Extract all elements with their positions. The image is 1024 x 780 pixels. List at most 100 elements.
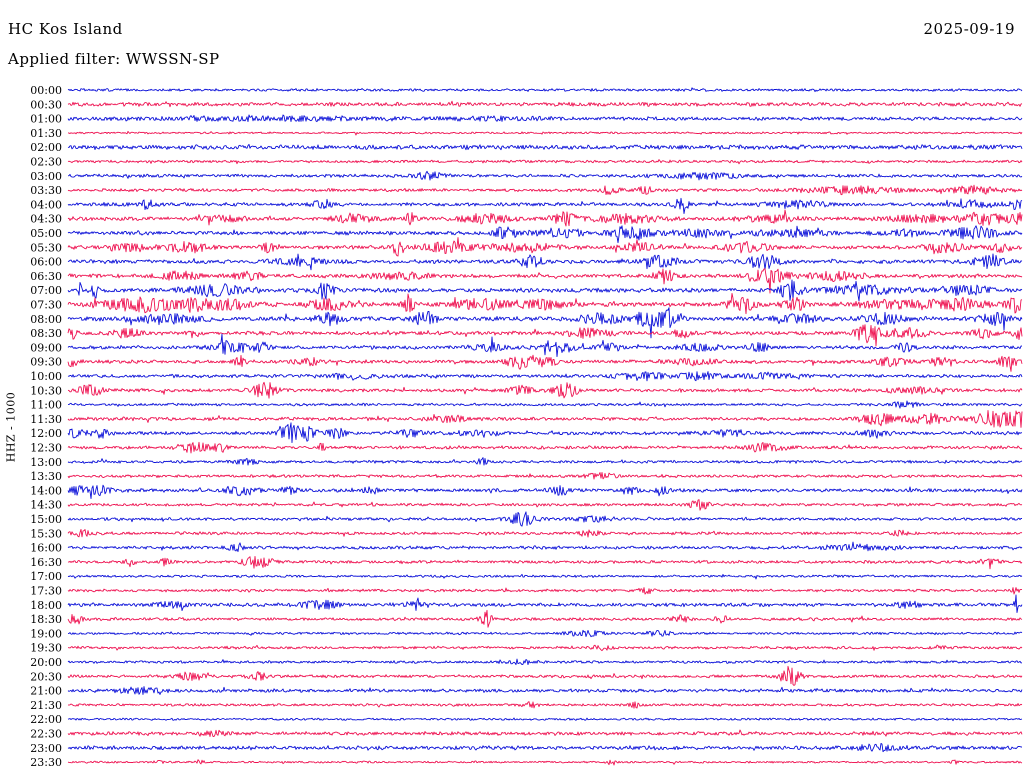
time-label: 08:30: [30, 327, 62, 340]
time-label: 20:00: [30, 656, 62, 669]
time-label: 03:30: [30, 184, 62, 197]
time-label: 21:00: [30, 685, 62, 698]
time-label: 16:00: [30, 542, 62, 555]
trace-row: [67, 729, 1023, 737]
time-label: 15:30: [30, 527, 62, 540]
trace-row: [67, 701, 1023, 709]
trace-row: [67, 410, 1023, 428]
trace-row: [67, 268, 1023, 294]
time-label: 11:30: [30, 413, 62, 426]
time-label: 01:30: [30, 127, 62, 140]
trace-row: [67, 170, 1023, 181]
time-label: 20:30: [30, 670, 62, 683]
trace-row: [67, 209, 1023, 227]
trace-row: [67, 100, 1023, 108]
date-label: 2025-09-19: [923, 20, 1015, 38]
time-label: 17:30: [30, 585, 62, 598]
trace-row: [67, 686, 1023, 695]
time-label: 13:00: [30, 456, 62, 469]
trace-row: [67, 307, 1023, 339]
time-label: 12:00: [30, 427, 62, 440]
time-label: 14:30: [30, 499, 62, 512]
trace-row: [67, 665, 1023, 686]
trace-row: [67, 225, 1023, 244]
time-label: 04:30: [30, 213, 62, 226]
time-label: 05:30: [30, 241, 62, 254]
time-label: 05:00: [30, 227, 62, 240]
time-label: 13:30: [30, 470, 62, 483]
filter-label: Applied filter: WWSSN-SP: [8, 50, 220, 68]
time-label: 15:00: [30, 513, 62, 526]
trace-row: [67, 759, 1023, 766]
time-label: 03:00: [30, 170, 62, 183]
time-label: 21:30: [30, 699, 62, 712]
trace-row: [68, 629, 1023, 638]
time-label: 16:30: [30, 556, 62, 569]
time-label: 00:30: [30, 98, 62, 111]
trace-row: [67, 472, 1023, 480]
trace-row: [67, 197, 1023, 215]
time-label: 07:30: [30, 299, 62, 312]
trace-row: [67, 293, 1023, 315]
trace-row: [67, 717, 1023, 722]
time-label: 18:30: [30, 613, 62, 626]
time-label: 19:00: [30, 627, 62, 640]
trace-row: [67, 87, 1023, 93]
trace-row: [67, 253, 1023, 271]
time-label: 10:30: [30, 384, 62, 397]
time-label: 22:30: [30, 728, 62, 741]
time-label: 11:00: [30, 399, 62, 412]
trace-row: [67, 354, 1023, 372]
trace-row: [67, 324, 1023, 347]
time-label: 14:00: [30, 484, 62, 497]
trace-row: [67, 371, 1023, 382]
trace-row: [67, 742, 1022, 753]
time-label: 02:00: [30, 141, 62, 154]
trace-row: [67, 441, 1023, 454]
time-label: 07:00: [30, 284, 62, 297]
trace-row: [67, 114, 1023, 123]
time-label: 22:00: [30, 713, 62, 726]
trace-row: [67, 541, 1023, 553]
time-label: 09:30: [30, 356, 62, 369]
trace-row: [67, 573, 1023, 580]
trace-row: [67, 159, 1023, 165]
time-label: 19:30: [30, 642, 62, 655]
trace-row: [68, 644, 1023, 652]
trace-row: [67, 658, 1023, 666]
time-label: 17:00: [30, 570, 62, 583]
trace-row: [67, 143, 1023, 151]
time-label: 10:00: [30, 370, 62, 383]
trace-row: [67, 237, 1023, 257]
trace-row: [67, 333, 1023, 358]
trace-row: [67, 594, 1023, 613]
time-label: 04:00: [30, 198, 62, 211]
trace-row: [67, 528, 1023, 538]
trace-row: [67, 422, 1023, 444]
time-label: 08:00: [30, 313, 62, 326]
trace-row: [67, 511, 1023, 527]
time-label: 06:00: [30, 256, 62, 269]
time-label: 23:30: [30, 756, 62, 769]
time-label: 00:00: [30, 84, 62, 97]
trace-row: [67, 130, 1023, 136]
trace-row: [67, 499, 1023, 511]
trace-row: [67, 484, 1023, 500]
trace-row: [67, 457, 1023, 466]
time-label: 02:30: [30, 156, 62, 169]
time-label: 18:00: [30, 599, 62, 612]
time-label: 09:00: [30, 341, 62, 354]
station-title: HC Kos Island: [8, 20, 123, 38]
time-label: 23:00: [30, 742, 62, 755]
trace-row: [67, 400, 1023, 409]
trace-row: [67, 587, 1023, 595]
time-label: 01:00: [30, 113, 62, 126]
trace-row: [67, 279, 1023, 302]
time-label: 06:30: [30, 270, 62, 283]
trace-row: [67, 555, 1023, 570]
trace-row: [67, 609, 1023, 628]
trace-row: [67, 184, 1023, 196]
time-label: 12:30: [30, 442, 62, 455]
trace-row: [67, 381, 1023, 399]
